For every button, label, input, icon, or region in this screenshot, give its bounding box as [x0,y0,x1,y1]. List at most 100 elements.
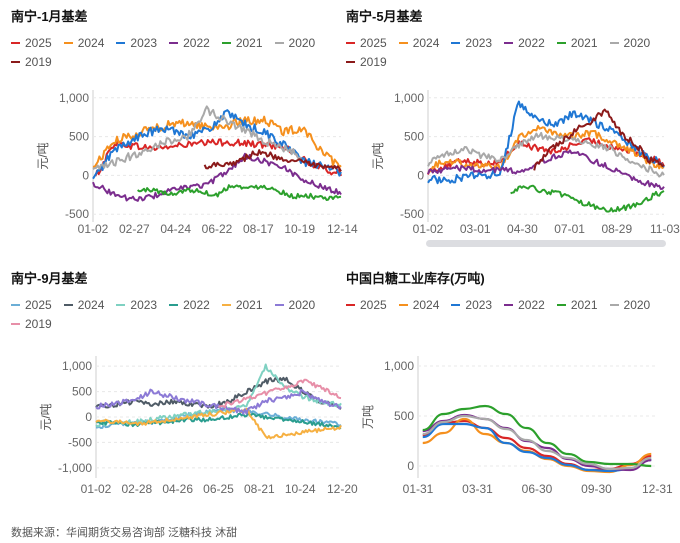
legend-item-2025[interactable]: 2025 [346,296,387,315]
legend-item-2021[interactable]: 2021 [221,34,263,53]
legend-item-2023[interactable]: 2023 [451,296,492,315]
panel-jan-basis: 南宁-1月基差 2025 2024 2023 2022 2021 2020 2019 1,0… [11,6,358,246]
legend-swatch [116,41,126,44]
y-tick-label: 0 [407,459,414,473]
y-axis-label: 元/吨 [36,142,50,169]
legend-swatch [116,303,126,306]
y-tick-label: 0 [85,410,92,424]
series-line-2022 [427,149,665,190]
legend-label: 2020 [288,298,316,312]
x-tick-label: 02-27 [119,222,150,236]
legend-item-2023[interactable]: 2023 [116,34,157,53]
legend-swatch [451,303,461,306]
legend-item-2020[interactable]: 2020 [274,34,315,53]
legend-swatch [221,303,231,306]
legend-label: 2024 [77,298,105,312]
legend-item-2019[interactable]: 2019 [11,315,52,334]
legend-item-2022[interactable]: 2022 [169,34,210,53]
series-line-2019 [218,378,342,408]
legend-item-2021[interactable]: 2021 [221,296,263,315]
legend-label: 2022 [183,36,210,50]
x-tick-label: 09-30 [581,482,612,496]
y-tick-label: 1,000 [384,359,414,373]
y-tick-label: 500 [72,385,92,399]
series-line-2021 [137,184,342,201]
legend-item-2025[interactable]: 2025 [346,34,387,53]
legend-item-2021[interactable]: 2021 [556,296,598,315]
legend-item-2020[interactable]: 2020 [609,34,650,53]
legend-item-2024[interactable]: 2024 [63,34,104,53]
legend-swatch [451,41,461,44]
y-tick-label: 1,000 [62,359,92,373]
legend-swatch [63,303,73,306]
x-tick-label: 02-28 [121,482,152,496]
series-line-2024 [92,115,342,169]
legend-label: 2019 [25,317,52,331]
legend-label: 2022 [518,298,545,312]
legend-swatch [346,41,355,44]
chart-legend: 2025 2024 2023 2022 2021 2020 [346,296,666,315]
legend-item-2019[interactable]: 2019 [346,53,387,72]
y-tick-label: 1,000 [394,91,424,105]
y-tick-label: -500 [68,435,92,449]
y-tick-label: 500 [394,409,414,423]
legend-swatch [346,60,355,63]
chart-plot: 1,000 500 0 -500 -1,000 元/吨 01-02 02-28 04-26 06-… [39,356,358,496]
panel-sugar-stock: 中国白糖工业库存(万吨) 2025 2024 2023 2022 2021 2020 1,… [346,268,676,503]
legend-item-2024[interactable]: 2024 [63,296,105,315]
y-tick-label: -1,000 [58,461,92,475]
legend-swatch [169,41,179,44]
y-tick-label: 0 [82,168,89,182]
legend-swatch [274,303,284,306]
chart-legend: 2025 2024 2023 2022 2021 2020 2019 [346,34,666,72]
series-line-2021 [510,184,665,213]
legend-item-2022[interactable]: 2022 [504,296,545,315]
legend-label: 2021 [570,36,598,50]
legend-item-2024[interactable]: 2024 [398,296,439,315]
chart-plot: 1,000 500 0 -500 元/吨 01-02 02-27 04-24 06-22 08-1… [36,90,358,236]
x-tick-label: 03-31 [462,482,493,496]
legend-swatch [169,303,179,306]
data-source-note: 数据来源：华闻期货交易咨询部 泛糖科技 沐甜 [11,527,238,539]
legend-swatch [556,303,566,306]
x-tick-label: 06-30 [522,482,553,496]
chart-title: 中国白糖工业库存(万吨) [346,271,485,286]
legend-item-2022[interactable]: 2022 [504,34,545,53]
zoom-scrollbar[interactable] [426,240,666,247]
legend-item-2020[interactable]: 2020 [609,296,650,315]
y-axis-label: 元/吨 [371,142,385,169]
legend-item-2021[interactable]: 2021 [556,34,598,53]
legend-label: 2022 [183,298,210,312]
x-tick-label: 01-31 [403,482,434,496]
series-line-2021 [422,404,652,468]
legend-item-2025[interactable]: 2025 [11,34,52,53]
legend-label: 2023 [130,36,158,50]
legend-label: 2021 [235,36,263,50]
chart-title: 南宁-5月基差 [346,9,423,24]
x-tick-label: 07-01 [554,222,585,236]
chart-plot: 1,000 500 0 万吨 01-31 03-31 06-30 09-30 12-31 [361,356,673,496]
legend-swatch [11,41,20,44]
y-tick-label: -500 [65,207,89,221]
legend-label: 2019 [360,55,387,69]
legend-label: 2023 [465,298,493,312]
series-line-2019 [533,108,665,171]
legend-label: 2023 [465,36,493,50]
chart-title: 南宁-9月基差 [11,271,88,286]
x-tick-label: 10-19 [284,222,315,236]
legend-item-2024[interactable]: 2024 [398,34,439,53]
y-tick-label: -500 [400,207,424,221]
legend-swatch [556,41,566,44]
legend-swatch [346,303,355,306]
legend-item-2020[interactable]: 2020 [274,296,316,315]
y-tick-label: 1,000 [59,91,89,105]
legend-item-2023[interactable]: 2023 [116,296,157,315]
x-tick-label: 10-24 [285,482,316,496]
legend-item-2025[interactable]: 2025 [11,296,52,315]
legend-item-2022[interactable]: 2022 [169,296,210,315]
legend-item-2023[interactable]: 2023 [451,34,492,53]
legend-swatch [398,41,408,44]
legend-label: 2023 [130,298,158,312]
legend-label: 2025 [360,36,387,50]
legend-item-2019[interactable]: 2019 [11,53,52,72]
